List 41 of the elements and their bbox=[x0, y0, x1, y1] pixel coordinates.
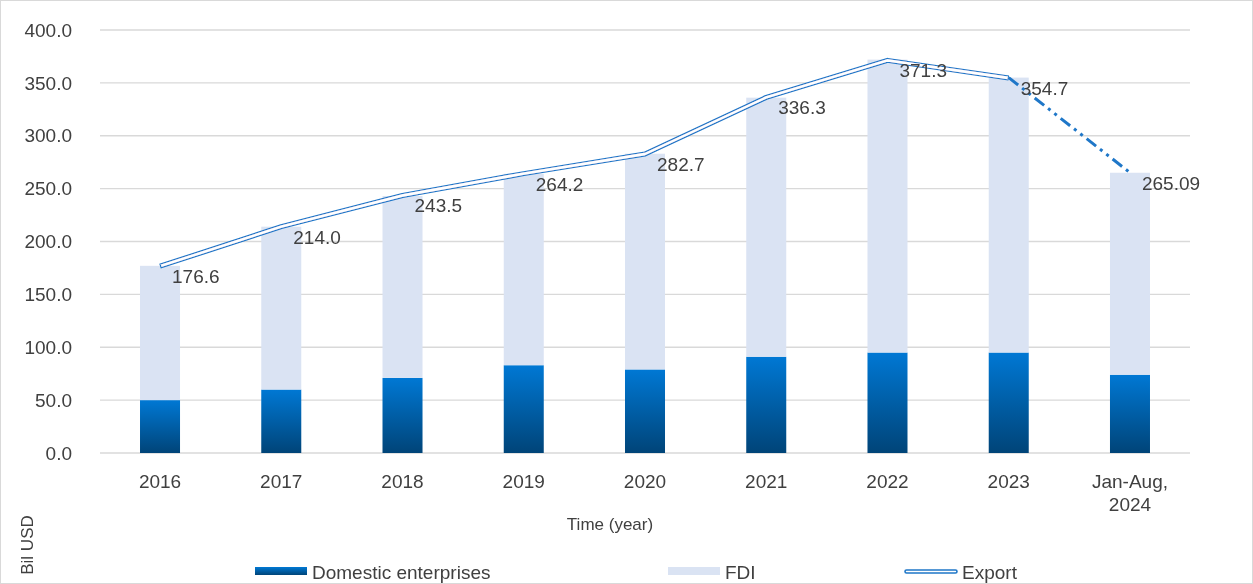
y-axis-title: Bil USD bbox=[18, 515, 37, 575]
data-label: 264.2 bbox=[535, 173, 584, 195]
data-label: 282.7 bbox=[657, 154, 705, 176]
data-label: 371.3 bbox=[899, 60, 948, 82]
data-label: 214.0 bbox=[293, 226, 341, 248]
y-tick-label: 400.0 bbox=[24, 19, 72, 41]
y-tick-label: 300.0 bbox=[24, 125, 72, 147]
bar bbox=[382, 377, 423, 453]
x-tick-label: 2020 bbox=[623, 471, 667, 492]
y-tick-label: 250.0 bbox=[24, 178, 72, 200]
x-tick-label: 2018 bbox=[381, 471, 424, 492]
x-tick-label: 2022 bbox=[866, 471, 909, 492]
bar bbox=[261, 389, 302, 453]
x-tick-label: 2021 bbox=[745, 471, 788, 492]
legend-label: Domestic enterprises bbox=[312, 562, 491, 583]
data-label: 336.3 bbox=[778, 97, 826, 119]
bar bbox=[867, 352, 908, 453]
x-axis-title: Time (year) bbox=[566, 515, 654, 534]
bar bbox=[624, 369, 666, 453]
legend-label: FDI bbox=[725, 562, 756, 583]
data-label: 243.5 bbox=[414, 195, 463, 217]
data-label: 265.09 bbox=[1141, 172, 1201, 194]
x-tick-label: Jan-Aug, 2024 bbox=[1091, 471, 1169, 515]
x-tick-label: 2016 bbox=[138, 471, 182, 492]
y-tick-label: 100.0 bbox=[24, 336, 72, 358]
bar bbox=[746, 356, 787, 453]
y-tick-label: 50.0 bbox=[35, 389, 72, 411]
y-tick-label: 0.0 bbox=[45, 442, 72, 464]
x-tick-label: 2019 bbox=[502, 471, 545, 492]
bar bbox=[503, 365, 544, 453]
data-label: 354.7 bbox=[1020, 77, 1069, 99]
x-tick-label: 2023 bbox=[987, 471, 1030, 492]
x-tick-label: 2017 bbox=[260, 471, 303, 492]
y-tick-label: 150.0 bbox=[24, 284, 72, 306]
bar bbox=[1109, 374, 1150, 453]
bar bbox=[988, 352, 1029, 453]
data-label: 176.6 bbox=[172, 266, 220, 288]
legend-label: Export bbox=[962, 562, 1018, 583]
y-tick-label: 200.0 bbox=[24, 231, 72, 253]
y-tick-label: 350.0 bbox=[24, 72, 72, 94]
bar bbox=[140, 400, 181, 453]
